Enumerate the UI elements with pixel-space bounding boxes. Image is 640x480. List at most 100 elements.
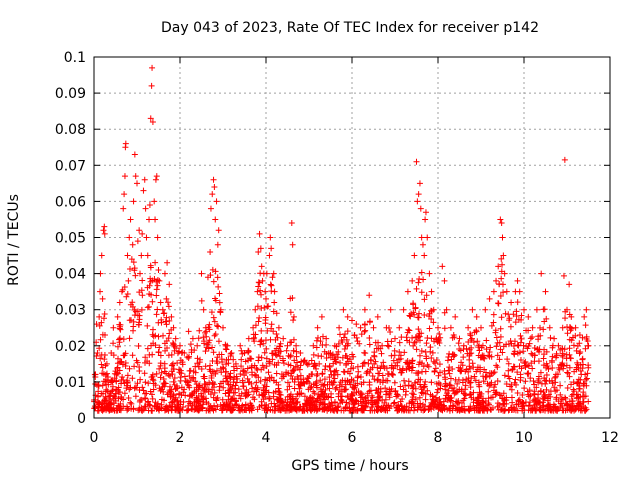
data-point bbox=[120, 396, 127, 403]
data-point bbox=[405, 326, 412, 333]
data-point bbox=[533, 306, 540, 313]
data-point bbox=[566, 364, 573, 371]
data-point bbox=[273, 330, 280, 337]
data-point bbox=[182, 392, 189, 399]
data-point bbox=[375, 370, 382, 377]
data-point bbox=[288, 339, 295, 346]
data-point bbox=[549, 365, 556, 372]
data-point bbox=[467, 403, 474, 410]
data-point bbox=[417, 400, 424, 407]
data-point bbox=[134, 312, 141, 319]
data-point bbox=[169, 339, 176, 346]
data-point bbox=[138, 252, 145, 259]
data-point bbox=[474, 338, 481, 345]
data-point bbox=[290, 366, 297, 373]
data-point bbox=[486, 370, 493, 377]
data-point bbox=[127, 399, 134, 406]
data-point bbox=[308, 383, 315, 390]
data-point bbox=[522, 378, 529, 385]
data-point bbox=[173, 405, 180, 412]
data-point bbox=[208, 309, 215, 316]
data-point bbox=[275, 349, 282, 356]
data-point bbox=[569, 334, 576, 341]
data-point bbox=[549, 353, 556, 360]
data-point bbox=[166, 317, 173, 324]
data-point bbox=[95, 383, 102, 390]
data-point bbox=[348, 360, 355, 367]
data-point bbox=[128, 405, 135, 412]
data-point bbox=[297, 381, 304, 388]
data-point bbox=[172, 386, 179, 393]
data-point bbox=[514, 369, 521, 376]
data-point bbox=[297, 372, 304, 379]
data-point bbox=[545, 391, 552, 398]
data-point bbox=[196, 359, 203, 366]
data-point bbox=[155, 333, 162, 340]
data-point bbox=[531, 381, 538, 388]
data-point bbox=[441, 368, 448, 375]
data-point bbox=[564, 385, 571, 392]
data-point bbox=[223, 400, 230, 407]
data-point bbox=[514, 299, 521, 306]
data-point bbox=[520, 402, 527, 409]
data-point bbox=[353, 398, 360, 405]
data-point bbox=[255, 248, 262, 255]
data-point bbox=[184, 381, 191, 388]
data-point bbox=[157, 387, 164, 394]
data-point bbox=[357, 374, 364, 381]
data-point bbox=[579, 355, 586, 362]
data-point bbox=[155, 319, 162, 326]
data-point bbox=[332, 386, 339, 393]
data-point bbox=[217, 306, 224, 313]
data-point bbox=[99, 407, 106, 414]
data-point bbox=[265, 395, 272, 402]
data-point bbox=[501, 407, 508, 414]
data-point bbox=[492, 329, 499, 336]
data-point bbox=[383, 402, 390, 409]
data-point bbox=[484, 380, 491, 387]
data-point bbox=[110, 324, 117, 331]
data-point bbox=[525, 371, 532, 378]
data-point bbox=[230, 389, 237, 396]
data-point bbox=[273, 370, 280, 377]
data-point bbox=[383, 404, 390, 411]
data-point bbox=[223, 368, 230, 375]
data-point bbox=[130, 327, 137, 334]
data-point bbox=[355, 368, 362, 375]
data-point bbox=[530, 397, 537, 404]
data-point bbox=[184, 378, 191, 385]
data-point bbox=[462, 368, 469, 375]
data-point bbox=[268, 325, 275, 332]
data-point bbox=[275, 324, 282, 331]
data-point bbox=[276, 406, 283, 413]
data-point bbox=[116, 389, 123, 396]
data-point bbox=[583, 306, 590, 313]
data-point bbox=[194, 406, 201, 413]
data-point bbox=[185, 382, 192, 389]
data-point bbox=[106, 407, 113, 414]
data-point bbox=[298, 390, 305, 397]
data-point bbox=[511, 348, 518, 355]
data-point bbox=[409, 357, 416, 364]
data-point bbox=[543, 315, 550, 322]
data-point bbox=[375, 376, 382, 383]
data-point bbox=[442, 386, 449, 393]
data-point bbox=[525, 343, 532, 350]
data-point bbox=[580, 380, 587, 387]
data-point bbox=[518, 335, 525, 342]
data-point bbox=[245, 348, 252, 355]
data-point bbox=[321, 381, 328, 388]
data-point bbox=[102, 378, 109, 385]
data-point bbox=[200, 306, 207, 313]
data-point bbox=[518, 365, 525, 372]
data-point bbox=[202, 348, 209, 355]
data-point bbox=[343, 360, 350, 367]
data-point bbox=[362, 394, 369, 401]
data-point bbox=[168, 386, 175, 393]
data-point bbox=[215, 338, 222, 345]
data-point bbox=[327, 402, 334, 409]
data-point bbox=[268, 321, 275, 328]
data-point bbox=[270, 270, 277, 277]
data-point bbox=[147, 264, 154, 271]
data-point bbox=[382, 385, 389, 392]
